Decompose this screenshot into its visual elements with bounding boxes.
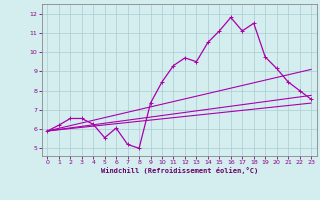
X-axis label: Windchill (Refroidissement éolien,°C): Windchill (Refroidissement éolien,°C) bbox=[100, 167, 258, 174]
